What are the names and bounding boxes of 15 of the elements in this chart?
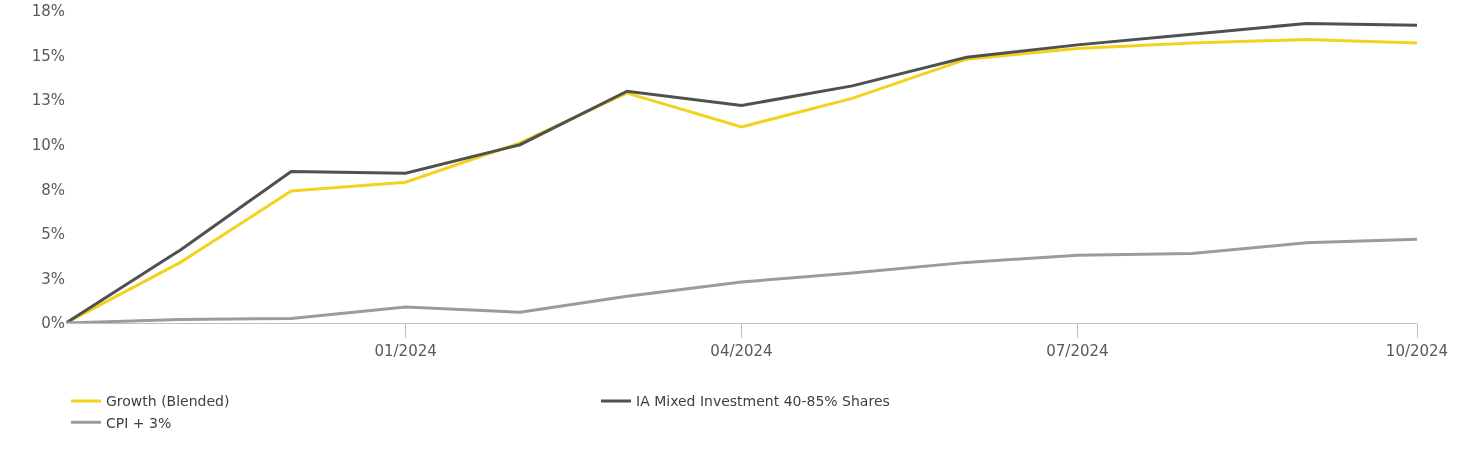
legend-label: Growth (Blended) [106, 393, 230, 410]
x-tick-label: 10/2024 [1385, 342, 1449, 360]
y-tick-label: 15% [31, 46, 65, 65]
y-tick-label: 0% [41, 314, 65, 333]
y-tick-label: 8% [41, 180, 65, 199]
x-tick-label: 07/2024 [1046, 342, 1109, 360]
x-tick-label: 01/2024 [374, 342, 437, 360]
legend-label: CPI + 3% [106, 414, 172, 431]
y-tick-label: 10% [31, 135, 65, 154]
y-tick-label: 3% [41, 269, 65, 288]
y-tick-label: 13% [31, 91, 65, 110]
y-tick-label: 18% [31, 2, 65, 21]
y-tick-label: 5% [41, 225, 65, 244]
x-tick-label: 04/2024 [710, 342, 773, 360]
legend-label: IA Mixed Investment 40-85% Shares [636, 393, 890, 410]
